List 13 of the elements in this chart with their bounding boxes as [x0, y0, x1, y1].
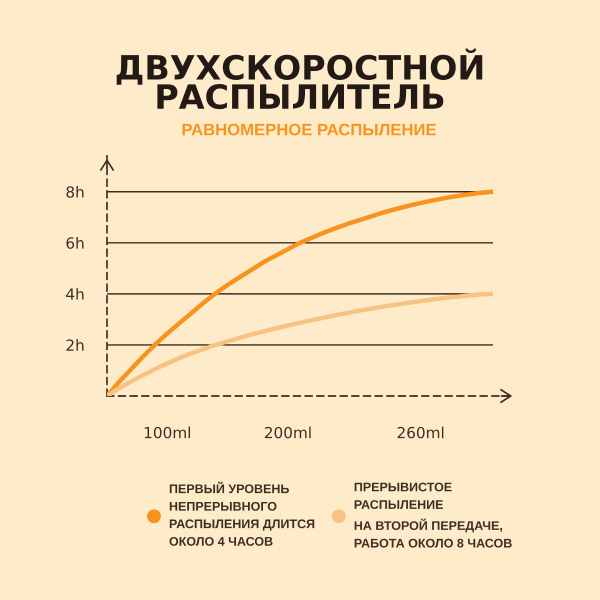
line-series: [107, 190, 496, 396]
legend-label: ПЕРВЫЙ УРОВЕНЬ НЕПРЕРЫВНОГО РАСПЫЛЕНИЯ ДЛИТСЯ ОКОЛО 4 ЧАСОВ: [169, 482, 314, 546]
chart-title: ДВУХСКОРОСТНОЙ РАСПЫЛИТЕЛЬ: [116, 48, 482, 110]
y-tick-label: 2h: [66, 339, 84, 351]
x-tick-label: 200ml: [264, 426, 311, 438]
y-tick-label: 8h: [66, 186, 84, 198]
legend-label: ПРЕРЫВИСТОЕ РАСПЫЛЕНИЕ НА ВТОРОЙ ПЕРЕДАЧЕ, РАБОТА ОКОЛО 8 ЧАСОВ: [354, 482, 512, 548]
x-tick-label: 260ml: [398, 426, 444, 438]
chart-subtitle: РАВНОМЕРНОЕ РАСПЫЛЕНИЕ: [182, 124, 436, 136]
x-tick-label: 100ml: [144, 426, 190, 438]
y-tick-label: 6h: [66, 237, 84, 249]
line-series: [107, 292, 496, 396]
y-tick-label: 4h: [66, 288, 84, 300]
